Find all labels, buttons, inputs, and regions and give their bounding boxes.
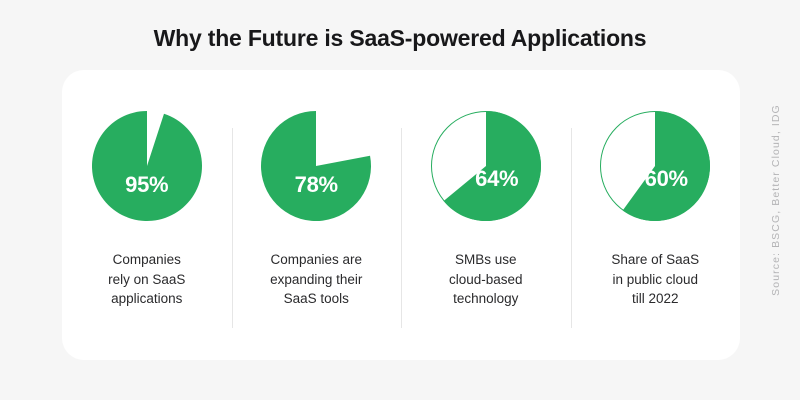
pie-chart-3-svg	[430, 111, 541, 221]
pie-chart-1: 95%	[91, 110, 203, 222]
stat-column: 64% SMBs use cloud-based technology	[401, 70, 571, 360]
page-title: Why the Future is SaaS-powered Applicati…	[153, 25, 647, 51]
pie-1-caption: Companies rely on SaaS applications	[108, 252, 186, 307]
pie-4-caption: Share of SaaS in public cloud till 2022	[611, 252, 700, 307]
pie-3-value-slice	[443, 111, 541, 221]
pie-2-value-slice	[261, 111, 372, 221]
pie-2-caption: Companies are expanding their SaaS tools	[270, 252, 363, 307]
pie-chart-3: 64%	[430, 110, 542, 222]
pie-chart-1-svg	[91, 111, 202, 221]
pie-chart-4-svg	[600, 111, 711, 221]
stats-row: 95% Companies rely on SaaS applications …	[62, 70, 740, 360]
stat-column: 78% Companies are expanding their SaaS t…	[231, 70, 402, 360]
source-note: Source: BSCG, Better Cloud, IDG	[754, 0, 798, 400]
pie-chart-2-svg	[261, 111, 372, 221]
source-note-text: Source: BSCG, Better Cloud, IDG	[770, 104, 783, 296]
stat-column: 60% Share of SaaS in public cloud till 2…	[570, 70, 741, 360]
pie-3-caption: SMBs use cloud-based technology	[448, 252, 523, 307]
stat-column: 95% Companies rely on SaaS applications	[62, 70, 232, 360]
pie-chart-4: 60%	[599, 110, 711, 222]
pie-chart-2: 78%	[260, 110, 372, 222]
pie-4-value-slice	[622, 111, 711, 221]
stats-card: 95% Companies rely on SaaS applications …	[62, 70, 740, 360]
pie-1-value-slice	[91, 111, 202, 221]
